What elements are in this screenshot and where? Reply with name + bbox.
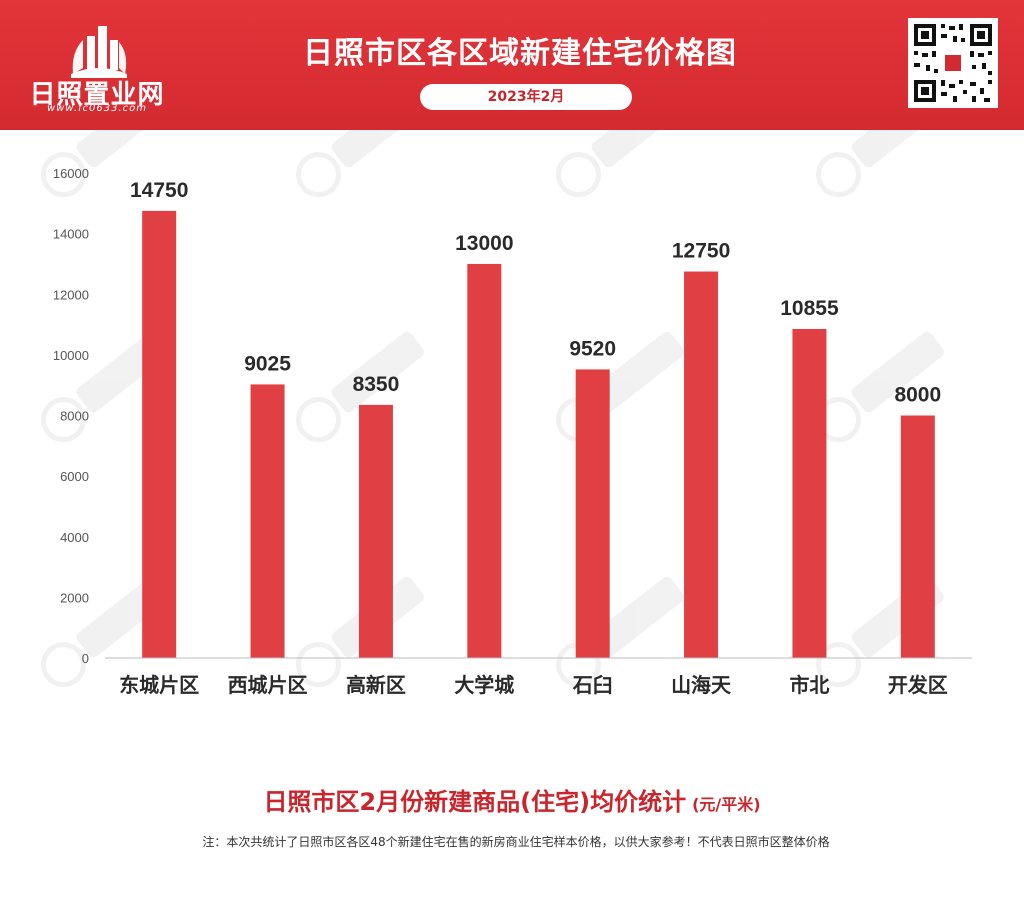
x-tick-label: 大学城 bbox=[454, 673, 514, 697]
x-axis: 东城片区 西城片区 高新区 大学城 石臼 山海天 市北 开发区 bbox=[105, 657, 972, 697]
qr-code-icon[interactable] bbox=[908, 18, 998, 108]
y-tick-label: 6000 bbox=[60, 469, 89, 484]
bar-value-label: 12750 bbox=[672, 240, 730, 263]
y-tick-label: 10000 bbox=[53, 348, 89, 363]
x-tick-label: 山海天 bbox=[671, 673, 732, 697]
bar-chart: 0 2000 4000 6000 8000 10000 12000 14000 16000 14… bbox=[40, 130, 972, 697]
x-tick-label: 市北 bbox=[789, 673, 829, 697]
house-logo-icon bbox=[71, 26, 127, 78]
watermark-logo-icon bbox=[295, 331, 424, 443]
watermark-logo-icon bbox=[815, 130, 944, 198]
x-tick-label: 开发区 bbox=[888, 673, 948, 697]
watermark-logo-icon bbox=[555, 576, 684, 688]
y-tick-label: 8000 bbox=[60, 409, 89, 424]
bar-value-label: 14750 bbox=[130, 179, 188, 202]
bar-value-label: 9025 bbox=[244, 352, 291, 375]
bar bbox=[575, 369, 610, 658]
bar-value-label: 8350 bbox=[353, 373, 400, 396]
bar bbox=[792, 328, 827, 658]
y-axis: 0 2000 4000 6000 8000 10000 12000 14000 16000 bbox=[53, 166, 89, 666]
bar bbox=[467, 263, 502, 658]
date-badge: 2023年2月 bbox=[420, 84, 632, 110]
chart-summary-title: 日照市区2月份新建商品(住宅)均价统计 (元/平米) bbox=[0, 782, 1024, 817]
site-logo[interactable]: 日照置业网 www.fc0633.com bbox=[22, 14, 172, 118]
summary-title-text: 日照市区2月份新建商品(住宅)均价统计 bbox=[263, 788, 687, 816]
footnote: 注：本次共统计了日照市区各区48个新建住宅在售的新房商业住宅样本价格，以供大家参… bbox=[202, 835, 830, 849]
bar bbox=[358, 404, 393, 658]
bar bbox=[250, 384, 285, 658]
x-tick-label: 石臼 bbox=[572, 673, 613, 697]
watermark-logo-icon bbox=[555, 130, 684, 198]
x-tick-label: 东城片区 bbox=[119, 673, 199, 697]
y-tick-label: 16000 bbox=[53, 166, 89, 181]
bar-value-label: 9520 bbox=[569, 337, 616, 360]
y-tick-label: 14000 bbox=[53, 227, 89, 242]
bar-value-label: 10855 bbox=[780, 297, 839, 320]
x-tick-label: 高新区 bbox=[346, 673, 406, 697]
bar-value-label: 8000 bbox=[894, 384, 941, 407]
summary-unit: (元/平米) bbox=[692, 795, 761, 814]
header-banner: 日照置业网 www.fc0633.com 日照市区各区域新建住宅价格图 2023… bbox=[0, 0, 1024, 130]
y-tick-label: 2000 bbox=[60, 590, 89, 605]
y-tick-label: 12000 bbox=[53, 287, 89, 302]
bars-group: 14750 9025 8350 13000 9520 12750 10855 8000 bbox=[130, 179, 941, 658]
logo-text: 日照置业网 bbox=[29, 80, 165, 110]
bar-value-label: 13000 bbox=[455, 232, 513, 255]
x-tick-label: 西城片区 bbox=[228, 673, 308, 697]
logo-url: www.fc0633.com bbox=[46, 103, 148, 114]
bar bbox=[142, 210, 177, 658]
bar bbox=[900, 415, 935, 658]
watermark-logo-icon bbox=[295, 130, 424, 198]
y-tick-label: 0 bbox=[82, 651, 89, 666]
page-title: 日照市区各区域新建住宅价格图 bbox=[303, 36, 737, 71]
bar bbox=[684, 271, 719, 658]
watermark-logo-icon bbox=[40, 130, 169, 198]
y-tick-label: 4000 bbox=[60, 530, 89, 545]
